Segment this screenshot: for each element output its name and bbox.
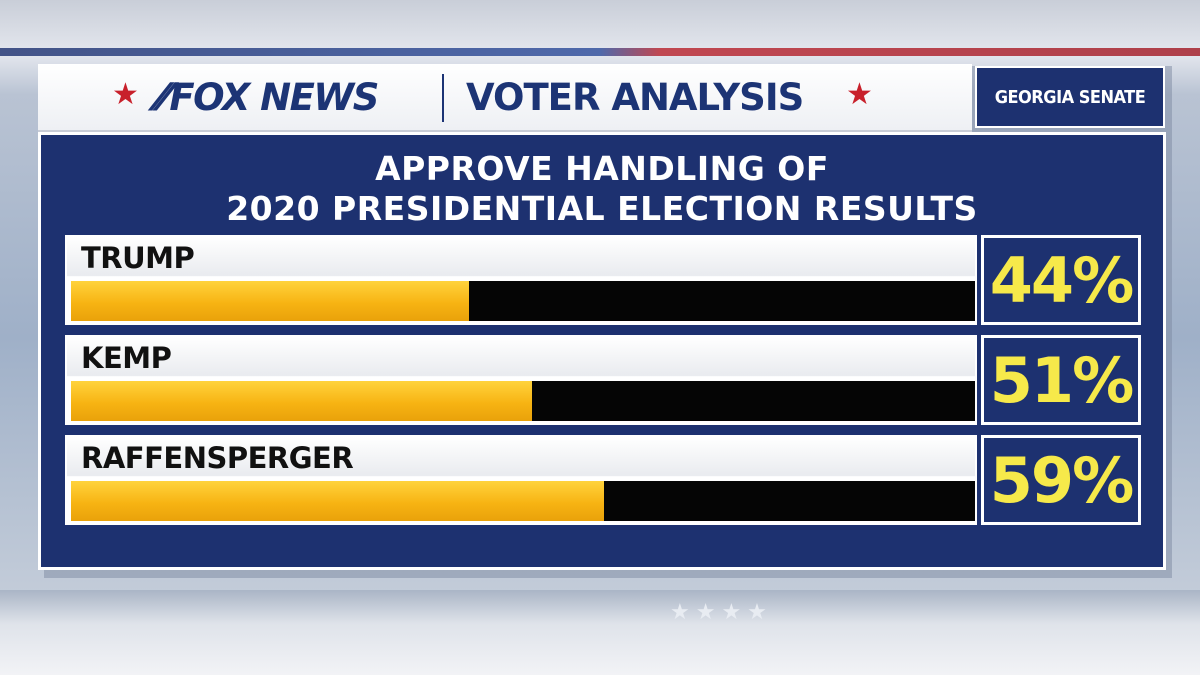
header-divider xyxy=(442,74,444,122)
bar-category-label: TRUMP xyxy=(81,241,195,275)
fox-news-logo-text: FOX NEWS xyxy=(169,75,379,119)
bar-label-box: RAFFENSPERGER xyxy=(65,435,977,525)
background-stripe xyxy=(0,48,1200,56)
bar-track xyxy=(71,381,975,421)
bar-value-label: 51% xyxy=(981,335,1141,425)
race-tag: GEORGIA SENATE xyxy=(975,66,1165,128)
background-stars-decoration: ★★★★ xyxy=(670,600,773,625)
header-title: VOTER ANALYSIS xyxy=(466,75,804,119)
bar-kemp xyxy=(71,381,532,421)
chart-title: APPROVE HANDLING OF 2020 PRESIDENTIAL EL… xyxy=(41,149,1163,229)
bar-value-label: 44% xyxy=(981,235,1141,325)
fox-news-logo-mark-icon: ⁄⁄ xyxy=(158,75,169,119)
star-icon: ★ xyxy=(112,77,139,112)
bar-category-label: KEMP xyxy=(81,341,172,375)
bar-track xyxy=(71,481,975,521)
bar-track xyxy=(71,281,975,321)
bar-category-label: RAFFENSPERGER xyxy=(81,441,354,475)
bar-label-box: KEMP xyxy=(65,335,977,425)
chart-panel: APPROVE HANDLING OF 2020 PRESIDENTIAL EL… xyxy=(38,132,1166,570)
bar-label-box: TRUMP xyxy=(65,235,977,325)
background-floor xyxy=(0,590,1200,675)
chart-title-line-1: APPROVE HANDLING OF xyxy=(375,149,829,188)
fox-news-logo: ⁄⁄ FOX NEWS xyxy=(158,74,379,120)
bar-row-trump: TRUMP 44% xyxy=(65,235,1143,325)
chart-title-line-2: 2020 PRESIDENTIAL ELECTION RESULTS xyxy=(226,189,978,228)
bar-row-kemp: KEMP 51% xyxy=(65,335,1143,425)
bar-trump xyxy=(71,281,469,321)
bar-raffensperger xyxy=(71,481,604,521)
star-icon: ★ xyxy=(846,77,873,112)
bar-value-label: 59% xyxy=(981,435,1141,525)
graphic-header: ★ ⁄⁄ FOX NEWS VOTER ANALYSIS ★ xyxy=(38,64,972,132)
bar-row-raffensperger: RAFFENSPERGER 59% xyxy=(65,435,1143,525)
